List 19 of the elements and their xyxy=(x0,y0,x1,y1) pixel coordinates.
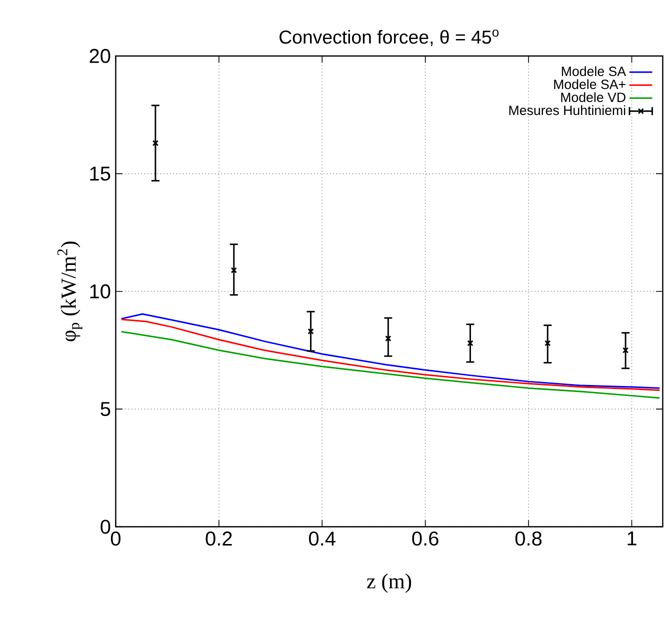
y-tick-label: 5 xyxy=(100,402,110,416)
legend-label: Mesures Huhtiniemi xyxy=(509,105,626,116)
legend-label: Modele SA xyxy=(562,66,626,76)
y-tick-label: 0 xyxy=(100,520,110,534)
legend-label: Modele SA+ xyxy=(554,79,626,90)
x-tick-label: 1 xyxy=(628,531,636,546)
x-axis-title: z (m) xyxy=(366,573,412,593)
x-tick-label: 0.8 xyxy=(515,531,542,546)
chart-title: Convection forcee, θ = 45$^{o}$ xyxy=(280,30,499,46)
x-tick-label: 0 xyxy=(110,531,120,546)
x-tick-label: 0.4 xyxy=(308,531,336,546)
y-tick-label: 20 xyxy=(90,48,110,64)
y-tick-label: 10 xyxy=(90,284,110,298)
y-tick-label: 15 xyxy=(90,166,110,181)
legend-label: Modele VD xyxy=(561,92,626,102)
line-series xyxy=(120,330,660,399)
x-tick-label: 0.2 xyxy=(206,531,232,546)
x-tick-label: 0.6 xyxy=(412,531,438,546)
y-axis-title: φ$_{p}$ (kW/m$^{2}$) xyxy=(57,242,82,342)
